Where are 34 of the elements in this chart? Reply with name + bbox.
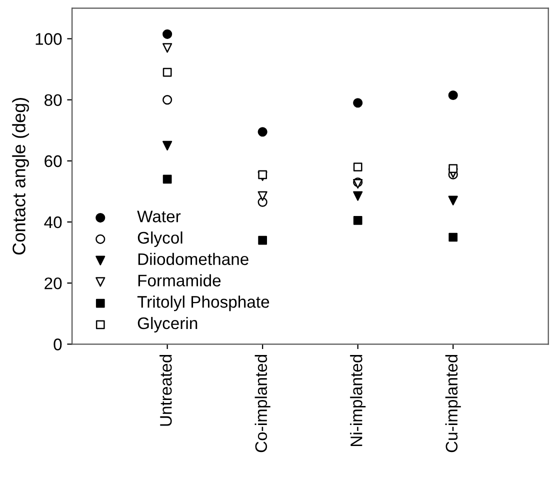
point	[448, 232, 458, 242]
point	[258, 127, 268, 137]
point	[162, 43, 172, 53]
y-axis-title: Contact angle (deg)	[12, 98, 29, 255]
x-tick-label: Co-implanted	[254, 354, 270, 452]
point	[353, 191, 363, 201]
point	[162, 140, 172, 150]
y-tick-label: 0	[54, 338, 62, 350]
point	[162, 174, 172, 184]
point	[353, 162, 362, 172]
x-tick-label: Ni-implanted	[350, 354, 366, 446]
y-tick-label: 80	[44, 94, 62, 106]
point	[162, 95, 172, 105]
legend-label: Diiodomethane	[138, 252, 248, 266]
x-tick-label: Untreated	[160, 354, 172, 426]
point	[162, 68, 172, 77]
y-tick-label: 60	[44, 155, 62, 168]
legend-label: Water	[137, 210, 181, 222]
point	[162, 29, 172, 39]
legend-label: Formamide	[138, 274, 221, 286]
legend-label: Glycerin	[138, 316, 198, 332]
point	[448, 90, 458, 100]
x-tick-label: Cu-implanted	[445, 354, 461, 452]
legend-label: Tritolyl Phosphate	[137, 296, 270, 312]
legend-label: Glycol	[138, 231, 182, 247]
point	[448, 196, 458, 206]
point	[353, 216, 362, 225]
point	[258, 191, 268, 201]
point	[258, 236, 267, 245]
y-tick-label: 40	[44, 216, 62, 228]
y-tick-label: 100	[36, 33, 62, 45]
point	[353, 98, 363, 108]
point	[448, 164, 458, 173]
y-tick-label: 20	[44, 277, 62, 290]
